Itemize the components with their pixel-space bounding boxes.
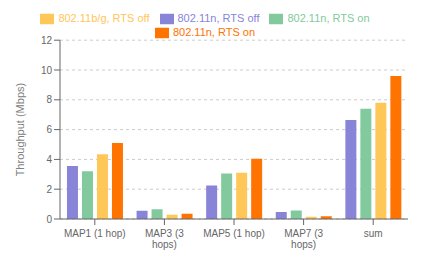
svg-text:MAP7 (3hops): MAP7 (3hops) [284, 228, 323, 250]
html-text:802.11n, RTS off: 802.11n, RTS off [177, 12, 260, 24]
svg-text:2: 2 [46, 184, 52, 195]
svg-text:6: 6 [46, 124, 52, 135]
svg-text:MAP3 (3hops): MAP3 (3hops) [145, 228, 184, 250]
svg-text:MAP1 (1 hop): MAP1 (1 hop) [64, 228, 126, 239]
svg-text:0: 0 [46, 214, 52, 225]
svg-text:Throughput (Mbps): Throughput (Mbps) [14, 83, 26, 177]
html-text:802.11n, RTS on: 802.11n, RTS on [172, 26, 256, 39]
html-text:802.11b/g, RTS off: 802.11b/g, RTS off [58, 12, 150, 24]
svg-text:4: 4 [46, 154, 52, 165]
svg-text:8: 8 [46, 94, 52, 105]
svg-text:12: 12 [41, 35, 53, 46]
svg-text:10: 10 [41, 65, 53, 76]
svg-text:sum: sum [364, 228, 383, 239]
html-text:802.11n, RTS on: 802.11n, RTS on [287, 12, 370, 24]
svg-text:MAP5 (1 hop): MAP5 (1 hop) [203, 228, 265, 239]
